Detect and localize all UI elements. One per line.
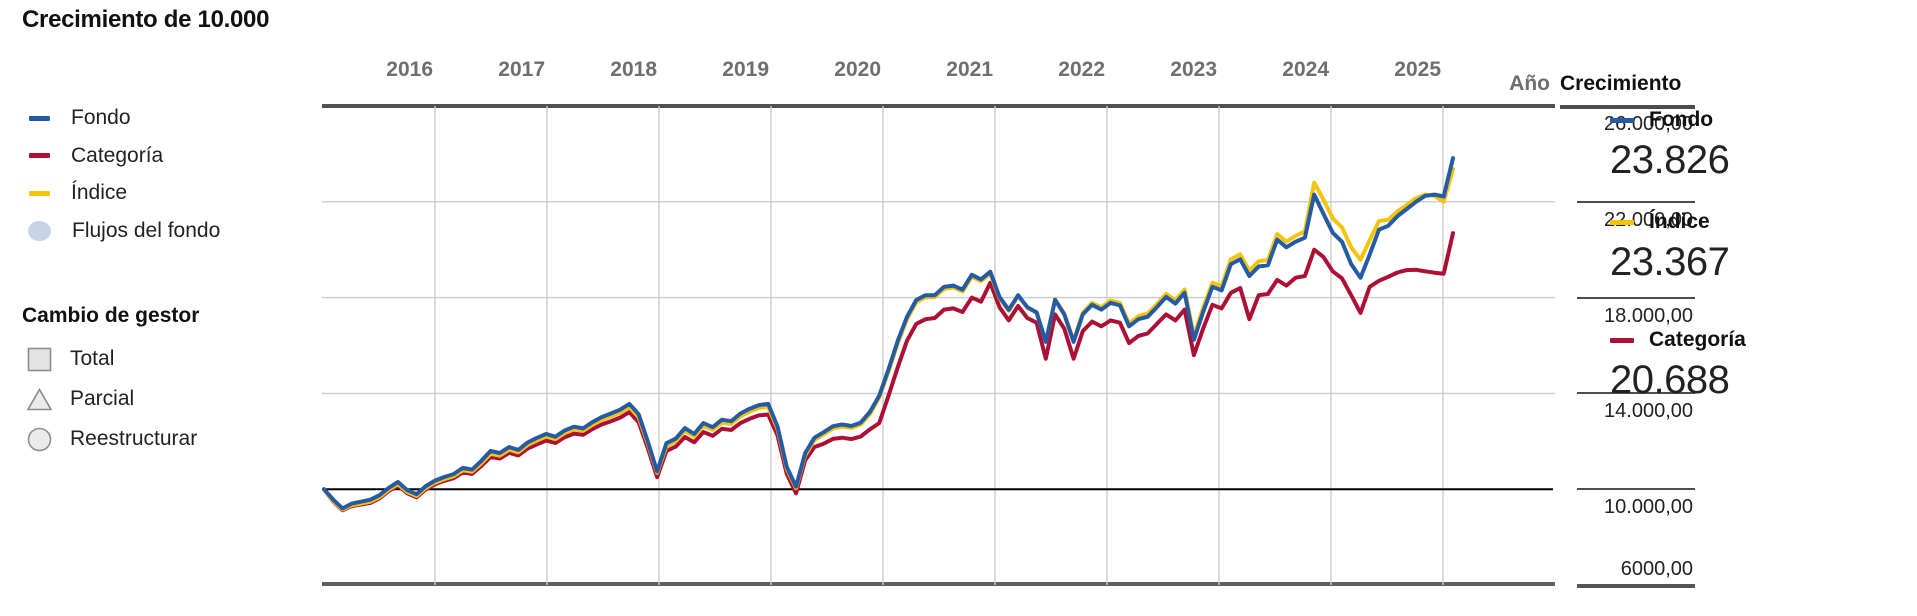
y-axis-tick-line-26000 <box>1560 105 1695 109</box>
summary-final-value: 23.826 <box>1610 138 1730 182</box>
year-label-2019: 2019 <box>722 58 769 81</box>
manager-change-item-label: Reestructurar <box>70 427 198 450</box>
year-label-2022: 2022 <box>1058 58 1105 81</box>
series-line-categora[interactable] <box>322 231 1455 513</box>
series-line-swatch-icon <box>1610 337 1634 343</box>
year-label-2016: 2016 <box>386 58 433 81</box>
legend-item-label: Fondo <box>71 106 131 129</box>
legend-item-label: Categoría <box>71 143 164 167</box>
page-title: Crecimiento de 10.000 <box>22 6 270 33</box>
series-line-swatch-icon <box>29 190 50 196</box>
y-axis-tick-line-18000 <box>1577 296 1695 299</box>
year-label-2023: 2023 <box>1170 58 1217 81</box>
year-label-2025: 2025 <box>1394 58 1441 81</box>
year-label-2021: 2021 <box>946 58 993 81</box>
growth-chart-plot[interactable] <box>322 106 1555 585</box>
y-axis-tick-label: 22.000,00 <box>1604 208 1693 231</box>
y-axis-tick-line-14000 <box>1577 392 1695 395</box>
summary-series-label: Categoría <box>1649 328 1746 351</box>
summary-final-value: 23.367 <box>1610 240 1730 284</box>
legend-item-categor-a[interactable]: Categoría <box>22 142 163 170</box>
manager-change-item-label: Parcial <box>70 387 135 410</box>
manager-change-item-parcial: Parcial <box>22 384 134 414</box>
x-axis-title: Año <box>1509 72 1550 95</box>
summary-final-value: 20.688 <box>1610 358 1730 402</box>
legend-item-flujos-del-fondo[interactable]: Flujos del fondo <box>22 217 220 245</box>
flows-dot-icon <box>28 220 51 241</box>
summary-categora: Categoría 20.688 <box>1610 328 1746 403</box>
y-axis-tick-label: 18.000,00 <box>1604 304 1693 327</box>
y-axis-tick-line-22000 <box>1577 200 1695 203</box>
summary-series-label: Índice <box>1649 210 1710 233</box>
summary-ndice: Índice 23.367 <box>1610 210 1730 285</box>
manager-change-item-label: Total <box>70 347 115 370</box>
year-label-2017: 2017 <box>498 58 545 81</box>
legend-item-fondo[interactable]: Fondo <box>22 104 131 132</box>
y-axis-tick-label: 6000,00 <box>1620 558 1693 580</box>
plot-bottom-axis-line <box>322 582 1555 586</box>
y-axis-title: Crecimiento <box>1560 72 1682 95</box>
summary-fondo: Fondo 23.826 <box>1610 108 1730 183</box>
year-label-2018: 2018 <box>610 58 657 81</box>
series-line-swatch-icon <box>1610 117 1634 123</box>
y-axis-tick-label: 10.000,00 <box>1604 496 1693 519</box>
summary-series-label: Fondo <box>1649 108 1714 131</box>
legend-item-label: Flujos del fondo <box>72 218 221 242</box>
series-line-swatch-icon <box>29 153 50 158</box>
manager-change-title: Cambio de gestor <box>22 304 200 327</box>
series-line-fondo[interactable] <box>322 156 1455 511</box>
y-axis-tick-line-10000 <box>1577 488 1695 491</box>
series-line-swatch-icon <box>1610 219 1634 225</box>
y-axis-tick-line-6000 <box>1577 584 1695 588</box>
circle-marker-icon <box>27 427 52 451</box>
manager-change-item-reestructurar: Reestructurar <box>22 424 197 454</box>
manager-change-item-total: Total <box>22 344 114 374</box>
series-line-swatch-icon <box>29 115 50 121</box>
legend-item-label: Índice <box>71 181 128 204</box>
triangle-marker-icon <box>26 387 53 410</box>
square-marker-icon <box>27 347 52 371</box>
year-label-2024: 2024 <box>1282 58 1329 81</box>
plot-top-axis-line <box>322 104 1555 108</box>
legend-item--ndice[interactable]: Índice <box>22 179 127 207</box>
year-label-2020: 2020 <box>834 58 881 81</box>
y-axis-tick-label: 14.000,00 <box>1604 400 1693 423</box>
